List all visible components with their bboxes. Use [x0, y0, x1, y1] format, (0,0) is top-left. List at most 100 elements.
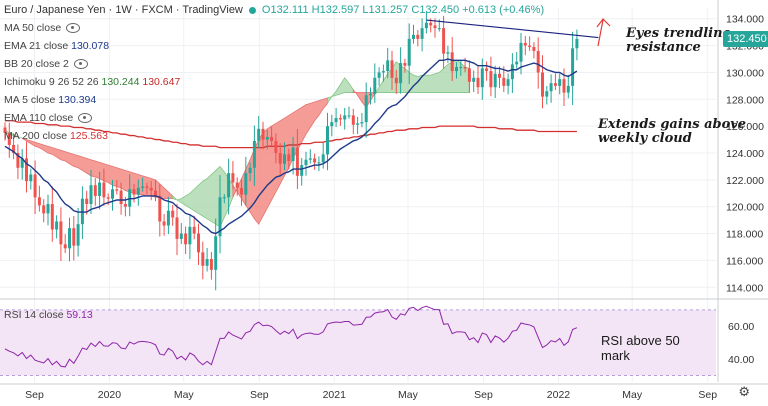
candle-body — [179, 233, 183, 239]
candle-body — [523, 42, 527, 46]
candle-bullish — [356, 116, 360, 135]
candle-body — [102, 182, 106, 198]
legend-ma5[interactable]: MA 5 close 130.394 — [4, 94, 97, 106]
candle-bearish — [502, 66, 506, 93]
candle-bearish — [536, 37, 540, 89]
open-value: O132.111 — [261, 4, 309, 16]
candle-body — [326, 126, 329, 155]
candle-bearish — [33, 160, 37, 215]
y-tick-label: 116.000 — [726, 255, 763, 267]
candle-bullish — [386, 47, 390, 79]
candle-bearish — [132, 184, 136, 203]
candle-bullish — [515, 52, 519, 69]
candle-body — [407, 38, 411, 66]
candle-body — [467, 68, 471, 82]
legend-bb20[interactable]: BB 20 close 2 — [4, 58, 88, 70]
candle-bearish — [42, 199, 46, 223]
candle-bullish — [166, 196, 170, 235]
legend-ma200[interactable]: MA 200 close 125.563 — [4, 130, 108, 142]
candle-body — [235, 182, 239, 188]
candle-bearish — [175, 203, 179, 256]
candle-body — [50, 204, 54, 230]
legend-ema110[interactable]: EMA 110 close — [4, 112, 93, 124]
candle-bullish — [399, 47, 403, 94]
x-tick-label: 2022 — [547, 389, 571, 401]
candle-bearish — [16, 144, 20, 179]
x-tick-label: Sep — [250, 389, 269, 401]
y-tick-label: 126.000 — [726, 121, 764, 133]
gear-icon[interactable]: ⚙ — [738, 384, 750, 399]
hidden-eye-icon[interactable] — [66, 23, 81, 34]
candle-bearish — [119, 182, 123, 215]
legend-ichimoku[interactable]: Ichimoku 9 26 52 26 130.244 130.647 — [4, 76, 181, 88]
candle-bullish — [364, 82, 368, 138]
candle-body — [502, 77, 506, 86]
candle-bullish — [218, 174, 222, 254]
candle-bullish — [558, 73, 562, 95]
hidden-eye-icon[interactable] — [78, 113, 93, 124]
candle-body — [98, 182, 102, 196]
legend-rsi[interactable]: RSI 14 close 59.13 — [4, 309, 93, 321]
candle-body — [42, 205, 46, 214]
candle-bearish — [171, 205, 175, 226]
candle-bullish — [424, 12, 428, 34]
candle-bullish — [420, 18, 424, 52]
x-tick-label: 2021 — [323, 389, 347, 401]
x-tick-label: May — [622, 389, 643, 401]
candle-bullish — [334, 107, 338, 127]
data-source: FXCM — [141, 4, 173, 16]
candle-body — [455, 67, 458, 72]
x-tick-label: 2020 — [98, 389, 122, 401]
candle-bullish — [265, 129, 269, 150]
legend-ma50[interactable]: MA 50 close — [4, 22, 81, 34]
candle-body — [472, 77, 476, 82]
candle-bearish — [115, 180, 119, 195]
candle-bearish — [313, 153, 317, 170]
candle-bearish — [274, 133, 278, 164]
candle-body — [37, 197, 41, 206]
interval[interactable]: 1W — [115, 4, 132, 16]
candle-body — [360, 122, 364, 124]
candle-body — [493, 73, 497, 88]
candle-bearish — [72, 216, 76, 261]
candle-body — [162, 221, 166, 226]
candle-body — [166, 210, 170, 226]
candle-body — [278, 153, 282, 164]
hidden-eye-icon[interactable] — [73, 59, 88, 70]
candle-bearish — [467, 60, 471, 93]
candle-bullish — [330, 114, 334, 137]
chart-header: Euro / Japanese Yen · 1W · FXCM · Tradin… — [4, 4, 545, 16]
candle-bullish — [510, 53, 514, 94]
candle-body — [16, 153, 20, 168]
legend-ema21[interactable]: EMA 21 close 130.078 — [4, 40, 110, 52]
candle-bearish — [209, 251, 213, 280]
candle-body — [347, 115, 351, 117]
candle-body — [261, 128, 265, 140]
candle-bearish — [498, 66, 501, 88]
candle-body — [192, 226, 196, 234]
candle-bullish — [136, 179, 140, 206]
last-price-tag: 132.450 — [723, 30, 768, 47]
candle-body — [515, 61, 519, 65]
candle-bullish — [227, 158, 231, 215]
candle-body — [3, 127, 7, 133]
candlesticks — [3, 12, 579, 291]
candle-bearish — [37, 185, 41, 212]
candle-bearish — [338, 114, 342, 126]
candle-bullish — [214, 218, 218, 291]
candle-body — [399, 63, 403, 84]
rsi-line — [4, 305, 578, 368]
candle-body — [343, 115, 347, 120]
candle-bullish — [111, 179, 114, 211]
candle-body — [76, 224, 80, 246]
candle-body — [553, 83, 557, 86]
candle-body — [480, 68, 484, 88]
candle-body — [403, 63, 407, 66]
candle-bullish — [29, 168, 33, 190]
candle-body — [20, 158, 24, 168]
candle-body — [115, 189, 119, 191]
candle-body — [459, 67, 463, 69]
candle-body — [377, 72, 381, 78]
candle-bullish — [179, 222, 183, 245]
candle-body — [85, 198, 89, 205]
